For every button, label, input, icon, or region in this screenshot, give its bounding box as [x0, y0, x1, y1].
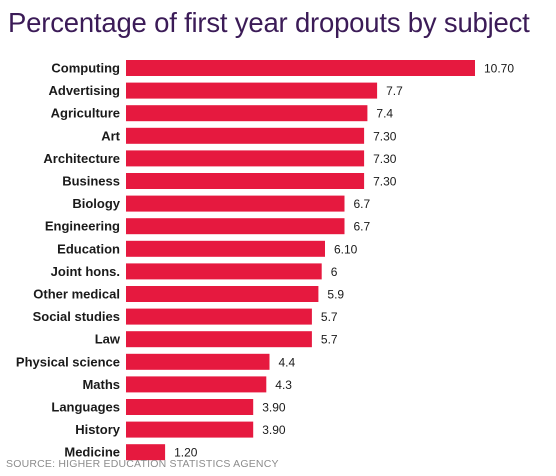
category-label-medicine: Medicine [64, 445, 120, 460]
bar-computing [126, 60, 475, 76]
category-label-engineering: Engineering [45, 219, 120, 234]
category-label-architecture: Architecture [43, 151, 120, 166]
value-label-computing: 10.70 [484, 62, 514, 76]
bar-medicine [126, 444, 166, 461]
category-label-education: Education [57, 241, 120, 256]
bar-languages [126, 399, 254, 415]
value-label-biology: 6.7 [354, 197, 371, 211]
category-label-other-medical: Other medical [33, 287, 120, 302]
value-label-physical-science: 4.4 [279, 355, 296, 369]
bar-architecture [126, 150, 365, 167]
value-label-history: 3.90 [262, 423, 286, 437]
bar-social-studies [126, 308, 312, 325]
bar-history [126, 421, 254, 438]
value-label-agriculture: 7.4 [376, 107, 393, 121]
bar-joint-hons [126, 263, 322, 280]
bar-business [126, 173, 365, 189]
bar-maths [126, 376, 267, 393]
value-labels-layer: 10.707.77.47.307.307.306.76.76.1065.95.7… [174, 62, 514, 460]
category-label-social-studies: Social studies [33, 309, 120, 324]
value-label-advertising: 7.7 [386, 84, 403, 98]
bar-law [126, 331, 312, 348]
value-label-languages: 3.90 [262, 401, 286, 415]
category-label-maths: Maths [82, 377, 120, 392]
category-label-business: Business [62, 174, 120, 189]
bars-layer [126, 60, 475, 461]
category-label-physical-science: Physical science [16, 354, 120, 369]
chart-title: Percentage of first year dropouts by sub… [8, 7, 530, 38]
bar-physical-science [126, 353, 270, 370]
bar-advertising [126, 82, 378, 99]
value-label-other-medical: 5.9 [327, 288, 344, 302]
value-label-social-studies: 5.7 [321, 310, 338, 324]
value-label-art: 7.30 [373, 129, 397, 143]
category-label-agriculture: Agriculture [51, 106, 120, 121]
value-label-medicine: 1.20 [174, 446, 198, 460]
category-label-languages: Languages [51, 400, 120, 415]
category-label-joint-hons: Joint hons. [51, 264, 120, 279]
bar-education [126, 240, 325, 257]
value-label-law: 5.7 [321, 333, 338, 347]
value-label-education: 6.10 [334, 242, 358, 256]
category-label-advertising: Advertising [48, 83, 120, 98]
value-label-engineering: 6.7 [354, 220, 371, 234]
value-label-business: 7.30 [373, 175, 397, 189]
value-label-joint-hons: 6 [331, 265, 338, 279]
value-label-maths: 4.3 [275, 378, 292, 392]
bar-art [126, 127, 365, 144]
bar-other-medical [126, 286, 319, 302]
category-label-computing: Computing [51, 61, 120, 76]
bar-biology [126, 195, 345, 212]
value-label-architecture: 7.30 [373, 152, 397, 166]
bar-engineering [126, 218, 345, 235]
category-label-history: History [75, 422, 121, 437]
category-label-law: Law [95, 332, 121, 347]
category-label-art: Art [101, 128, 120, 143]
source-note: SOURCE: HIGHER EDUCATION STATISTICS AGEN… [6, 458, 279, 470]
category-labels-layer: Computing Advertising Agriculture Art Archit… [16, 61, 121, 460]
category-label-biology: Biology [72, 196, 120, 211]
bar-agriculture [126, 105, 368, 122]
